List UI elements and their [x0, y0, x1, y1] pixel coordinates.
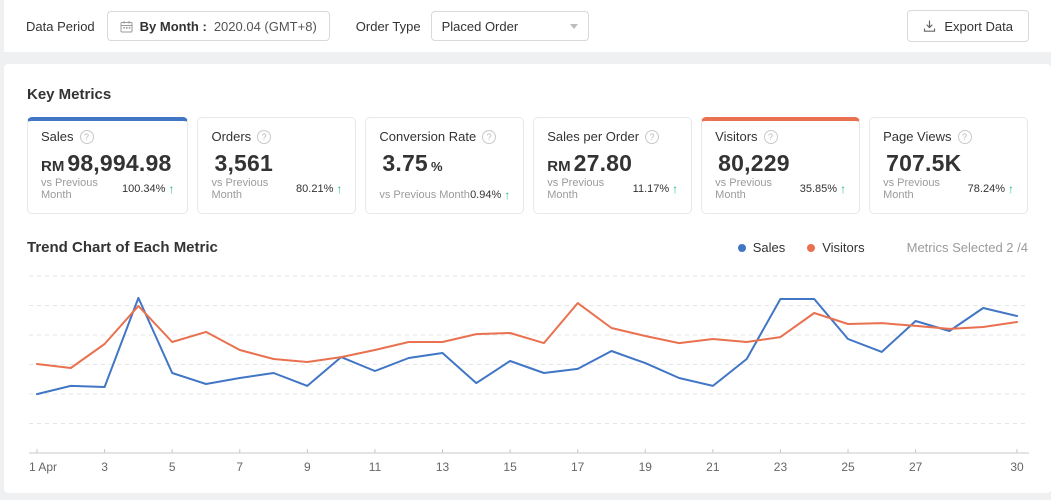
svg-text:21: 21 [706, 460, 720, 474]
metric-value: RM 27.80 [547, 150, 633, 176]
svg-text:3: 3 [101, 460, 108, 474]
help-icon[interactable]: ? [645, 129, 660, 144]
compare-label: vs Previous Month [715, 177, 773, 201]
compare-value: 100.34% ↑ [122, 182, 175, 196]
legend-item-sales[interactable]: Sales [737, 240, 785, 255]
up-arrow-icon: ↑ [672, 182, 679, 196]
metric-card-sales-per-order[interactable]: Sales per Order ? RM 27.80 vs Previous Mo… [533, 117, 693, 214]
help-icon[interactable]: ? [763, 129, 778, 144]
metric-value: RM 98,994.98 [41, 150, 172, 176]
help-icon[interactable]: ? [482, 129, 497, 144]
svg-text:27: 27 [909, 460, 923, 474]
date-period-picker[interactable]: By Month : 2020.04 (GMT+8) [106, 11, 330, 41]
metric-value: 3,561 [214, 150, 274, 176]
metric-label: Orders [211, 129, 252, 144]
metric-label: Page Views [883, 129, 952, 144]
chevron-down-icon [569, 23, 578, 29]
metric-card-orders[interactable]: Orders ? 3,561 vs Previous Month 80.21% … [197, 117, 357, 214]
up-arrow-icon: ↑ [168, 182, 175, 196]
metrics-selected-note: Metrics Selected 2 /4 [906, 240, 1028, 255]
order-type-label: Order Type [355, 18, 421, 34]
compare-label: vs Previous Month [883, 177, 940, 201]
svg-text:30: 30 [1010, 460, 1024, 474]
compare-value: 80.21% ↑ [296, 182, 343, 196]
svg-text:5: 5 [169, 460, 176, 474]
svg-text:9: 9 [304, 460, 311, 474]
metric-label: Conversion Rate [379, 129, 477, 144]
up-arrow-icon: ↑ [336, 182, 343, 196]
legend-dot-sales [737, 243, 746, 252]
compare-value: 78.24% ↑ [967, 182, 1014, 196]
metric-card-sales[interactable]: Sales ? RM 98,994.98 vs Previous Month 10… [27, 117, 189, 214]
export-data-label: Export Data [944, 18, 1013, 34]
key-metrics-title: Key Metrics [27, 86, 112, 103]
up-arrow-icon: ↑ [1007, 182, 1014, 196]
date-picker-mode: By Month : [139, 18, 207, 34]
export-data-button[interactable]: Export Data [907, 10, 1029, 42]
download-icon [923, 19, 936, 33]
trend-chart-svg[interactable]: 1 Apr 3 5 7 9 11 13 15 17 19 21 23 25 27 30 [27, 264, 1032, 478]
metric-label: Sales [41, 129, 74, 144]
svg-text:1 Apr: 1 Apr [29, 460, 57, 474]
metric-card-visitors[interactable]: Visitors ? 80,229 vs Previous Month 35.8… [701, 117, 861, 214]
svg-text:25: 25 [841, 460, 855, 474]
top-toolbar: Data Period By Month : 2020.04 (GMT+8) O… [4, 0, 1051, 52]
up-arrow-icon: ↑ [504, 188, 511, 202]
compare-value: 0.94% ↑ [470, 188, 511, 202]
trend-chart-title: Trend Chart of Each Metric [27, 239, 218, 256]
metric-value: 80,229 [718, 150, 790, 176]
svg-text:7: 7 [236, 460, 243, 474]
svg-text:19: 19 [639, 460, 653, 474]
date-picker-value: 2020.04 (GMT+8) [213, 18, 317, 34]
order-type-value: Placed Order [441, 18, 519, 34]
data-period-label: Data Period [26, 18, 95, 34]
metric-cards-row: Sales ? RM 98,994.98 vs Previous Month 10… [4, 117, 1051, 214]
analytics-panel: Key Metrics Sales ? RM 98,994.98 vs Previ… [4, 64, 1051, 493]
calendar-icon [120, 20, 133, 33]
metric-label: Visitors [715, 129, 758, 144]
compare-value: 11.17% ↑ [632, 182, 679, 196]
metric-card-page-views[interactable]: Page Views ? 707.5K vs Previous Month 78… [869, 117, 1028, 214]
metric-label: Sales per Order [547, 129, 640, 144]
svg-text:23: 23 [774, 460, 788, 474]
metric-card-conversion-rate[interactable]: Conversion Rate ? 3.75% vs Previous Mont… [365, 117, 525, 214]
trend-chart-header: Trend Chart of Each Metric Sales Visitor… [4, 239, 1051, 256]
trend-chart[interactable]: 1 Apr 3 5 7 9 11 13 15 17 19 21 23 25 27 30 [27, 264, 1051, 483]
compare-label: vs Previous Month [211, 177, 269, 201]
svg-text:15: 15 [503, 460, 517, 474]
compare-label: vs Previous Month [379, 189, 470, 201]
help-icon[interactable]: ? [957, 129, 972, 144]
help-icon[interactable]: ? [79, 129, 94, 144]
up-arrow-icon: ↑ [840, 182, 847, 196]
chart-legend: Sales Visitors Metrics Selected 2 /4 [737, 240, 1028, 255]
help-icon[interactable]: ? [257, 129, 272, 144]
compare-label: vs Previous Month [547, 177, 605, 201]
compare-value: 35.85% ↑ [799, 182, 847, 196]
metric-value: 3.75% [382, 150, 443, 176]
compare-label: vs Previous Month [41, 177, 98, 201]
svg-text:11: 11 [369, 460, 382, 474]
legend-item-visitors[interactable]: Visitors [807, 240, 865, 255]
svg-text:17: 17 [571, 460, 585, 474]
svg-text:13: 13 [436, 460, 450, 474]
order-type-select[interactable]: Placed Order [430, 11, 589, 41]
metric-value: 707.5K [886, 150, 962, 176]
legend-dot-visitors [807, 243, 816, 252]
